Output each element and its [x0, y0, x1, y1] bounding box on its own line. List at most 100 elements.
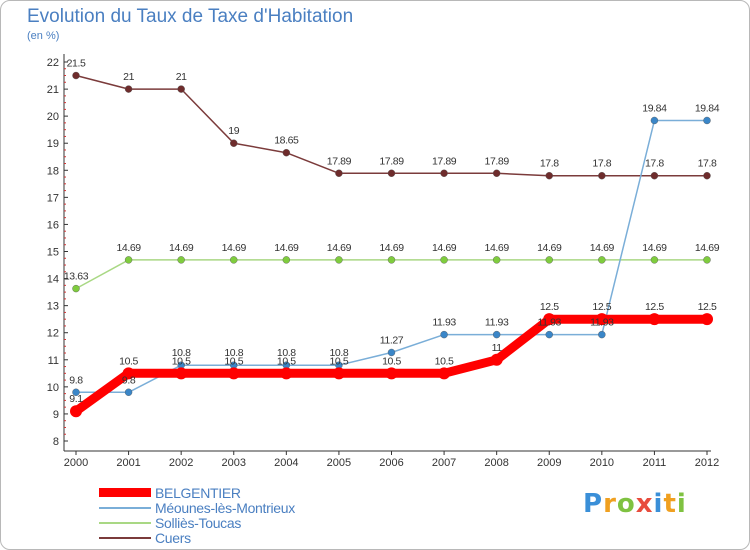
- data-label: 10.5: [382, 355, 401, 367]
- chart-title: Evolution du Taux de Taxe d'Habitation: [27, 6, 354, 27]
- series-layer: [70, 71, 713, 418]
- y-tick-label: 8: [53, 436, 59, 448]
- data-point: [335, 169, 343, 177]
- data-point: [440, 330, 448, 339]
- data-label: 17.8: [592, 158, 611, 170]
- y-tick-label: 18: [47, 165, 59, 177]
- data-label: 14.69: [432, 242, 457, 254]
- data-label: 12.5: [592, 301, 611, 313]
- y-tick-label: 11: [48, 355, 59, 367]
- legend-swatch: [99, 536, 151, 539]
- series-line: [75, 259, 708, 290]
- data-label: 12.5: [698, 301, 717, 313]
- data-point: [230, 256, 238, 264]
- data-label: 17.8: [540, 158, 559, 170]
- axes: 8 9 10 11 12 13 14 15 16 17 18 19 20 21 22 2000 2001 2002…: [47, 54, 719, 469]
- legend: BELGENTIER Méounes-lès-Montrieux Solliès…: [99, 484, 295, 546]
- legend-item: Cuers: [99, 530, 295, 546]
- data-label: 10.8: [224, 347, 243, 359]
- data-point: [177, 256, 185, 264]
- data-label: 17.89: [379, 155, 404, 167]
- data-point: [543, 313, 556, 326]
- data-label: 17.89: [432, 155, 457, 167]
- data-label: 11.93: [432, 317, 456, 329]
- data-point: [227, 367, 240, 380]
- y-tick-label: 12: [47, 328, 59, 340]
- data-point: [72, 71, 80, 80]
- series-0: [70, 313, 713, 418]
- data-point: [440, 169, 448, 177]
- data-point: [492, 330, 501, 339]
- data-label: 14.69: [327, 242, 352, 254]
- data-point: [282, 256, 291, 264]
- data-label: 11.93: [590, 317, 614, 329]
- data-point: [122, 367, 135, 380]
- y-tick-label: 15: [47, 247, 59, 259]
- x-tick-label: 2005: [327, 457, 351, 469]
- x-tick-label: 2009: [537, 457, 561, 469]
- data-point: [438, 367, 451, 380]
- data-label: 19.84: [642, 102, 667, 114]
- data-label: 21: [176, 71, 187, 83]
- logo-letter: P: [583, 489, 604, 519]
- legend-item: BELGENTIER: [99, 484, 295, 501]
- data-point: [545, 256, 553, 264]
- data-point: [332, 367, 345, 380]
- data-point: [177, 85, 185, 93]
- data-label: 10.8: [329, 347, 348, 359]
- data-point: [385, 367, 398, 380]
- data-point: [598, 330, 606, 339]
- y-tick-label: 13: [47, 301, 59, 313]
- data-label: 14.69: [485, 242, 510, 254]
- series-1: [72, 116, 711, 396]
- y-tick-label: 9: [53, 409, 59, 421]
- data-label: 11.27: [380, 334, 404, 346]
- data-point: [72, 284, 80, 293]
- data-point: [124, 256, 133, 264]
- data-label: 10.5: [277, 355, 296, 367]
- data-point: [175, 367, 188, 380]
- data-point: [598, 171, 606, 180]
- data-label: 9.1: [69, 393, 83, 405]
- data-label: 18.65: [274, 135, 299, 147]
- data-point: [335, 256, 343, 264]
- data-point: [124, 85, 133, 93]
- data-labels: 13.63 14.69 14.69 14.69 14.69 14.69 14.69 14.69…: [64, 58, 720, 406]
- data-label: 11.93: [538, 317, 562, 329]
- data-label: 10.5: [435, 355, 454, 367]
- data-label: 10.5: [172, 355, 191, 367]
- data-point: [703, 116, 711, 125]
- data-label: 17.89: [485, 155, 510, 167]
- data-label: 14.69: [274, 242, 299, 254]
- data-label: 14.69: [642, 242, 667, 254]
- data-label: 10.5: [224, 355, 243, 367]
- data-point: [387, 348, 396, 357]
- data-point: [650, 116, 659, 125]
- data-point: [598, 256, 606, 264]
- data-label: 10.8: [277, 347, 296, 359]
- data-point: [595, 313, 608, 326]
- y-tick-label: 16: [47, 219, 59, 231]
- logo-letter: o: [616, 489, 636, 519]
- data-label: 14.69: [537, 242, 562, 254]
- data-point: [490, 353, 503, 366]
- legend-label: BELGENTIER: [155, 484, 241, 501]
- data-label: 9.8: [69, 374, 83, 386]
- y-tick-label: 10: [47, 382, 59, 394]
- legend-swatch: [99, 521, 151, 524]
- data-label: 21: [123, 71, 134, 83]
- data-point: [387, 256, 396, 264]
- y-tick-label: 19: [47, 138, 59, 150]
- data-point: [492, 256, 501, 264]
- legend-item: Méounes-lès-Montrieux: [99, 500, 295, 516]
- series-2: [72, 256, 711, 293]
- x-tick-label: 2012: [695, 457, 719, 469]
- data-label: 13.63: [64, 271, 89, 283]
- x-tick-label: 2007: [432, 457, 456, 469]
- logo-letter: t: [663, 489, 677, 519]
- data-point: [70, 405, 82, 418]
- data-point: [701, 313, 713, 326]
- logo-letter: x: [635, 489, 654, 519]
- data-label: 14.69: [379, 242, 404, 254]
